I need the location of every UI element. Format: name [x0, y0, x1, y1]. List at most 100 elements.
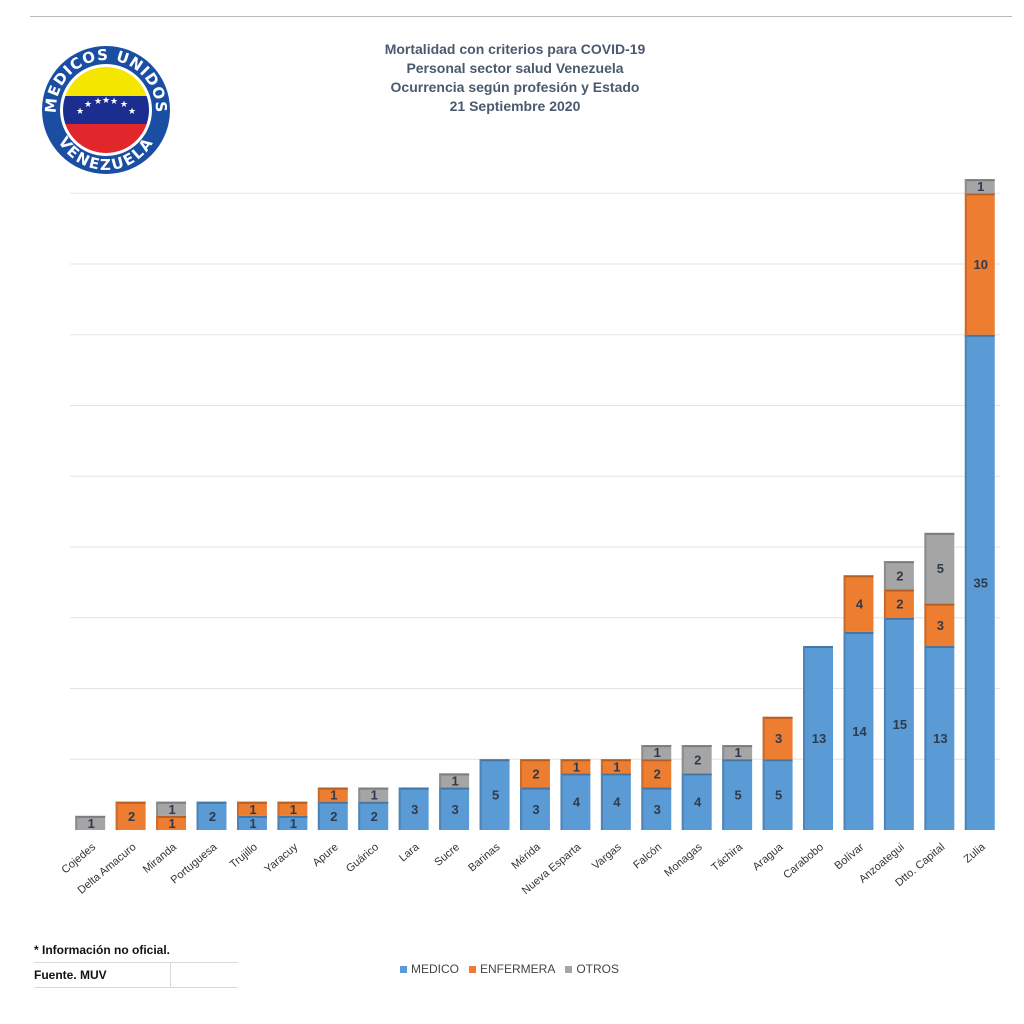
bar-edge	[924, 532, 955, 535]
legend-swatch	[400, 965, 407, 973]
data-label: 4	[856, 597, 864, 612]
data-label: 5	[735, 788, 742, 803]
bar-edge	[883, 589, 914, 592]
bar-medico	[924, 646, 955, 830]
bar-edge	[964, 179, 995, 182]
data-label: 1	[290, 802, 297, 817]
bar-side	[803, 646, 806, 830]
bar-edge	[803, 646, 834, 649]
bar-side	[722, 745, 725, 760]
bar-medico	[641, 787, 672, 830]
chart-title: Mortalidad con criterios para COVID-19 P…	[300, 40, 730, 116]
x-tick-label: Guárico	[344, 841, 381, 875]
bar-medico	[964, 334, 995, 830]
bar-side	[439, 787, 442, 830]
data-label: 4	[694, 795, 702, 810]
bar-side	[277, 801, 280, 816]
bar-enfermera	[762, 716, 793, 760]
bar-edge	[439, 787, 470, 790]
bar-enfermera	[115, 801, 146, 830]
bar-side	[520, 787, 523, 830]
bar-side	[358, 787, 361, 802]
x-tick-label: Apure	[311, 841, 341, 869]
data-label: 3	[937, 618, 944, 633]
svg-text:★: ★	[76, 107, 84, 117]
bar-edge	[398, 787, 429, 790]
x-tick-label: Mérida	[509, 841, 543, 872]
bar-side	[762, 716, 765, 760]
data-label: 35	[974, 575, 988, 590]
svg-text:★: ★	[94, 97, 102, 107]
bar-side	[236, 815, 239, 830]
legend-item: ENFERMERA	[469, 962, 555, 976]
x-tick-label: Barinas	[466, 841, 503, 874]
svg-text:★: ★	[102, 96, 110, 106]
bar-side	[883, 589, 886, 618]
bar-side	[600, 759, 603, 774]
bar-medico	[520, 787, 550, 830]
bar-medico	[439, 787, 470, 830]
bar-edge	[722, 745, 753, 748]
data-label: 5	[775, 788, 782, 803]
bar-edge	[439, 773, 470, 776]
bar-enfermera	[156, 815, 187, 830]
data-label: 15	[893, 717, 907, 732]
legend-item: MEDICO	[400, 962, 459, 976]
data-label: 2	[896, 568, 903, 583]
bar-enfermera	[560, 759, 591, 774]
bar-side	[600, 773, 603, 830]
svg-text:★: ★	[120, 100, 128, 110]
data-label: 2	[532, 766, 539, 781]
bar-edge	[115, 801, 146, 804]
data-label: 1	[168, 816, 175, 831]
x-tick-label: Lara	[397, 841, 422, 865]
x-tick-label: Aragua	[751, 841, 787, 874]
bar-edge	[722, 759, 753, 762]
data-label: 3	[411, 802, 418, 817]
bar-edge	[277, 815, 308, 818]
note-unofficial: * Información no oficial.	[34, 938, 238, 963]
bar-edge	[196, 801, 227, 804]
bar-otros	[641, 745, 672, 760]
bar-enfermera	[641, 759, 672, 788]
x-tick-label: Carabobo	[781, 841, 826, 881]
data-label: 1	[613, 759, 620, 774]
data-label: 3	[775, 731, 782, 746]
bar-side	[964, 193, 967, 335]
legend-swatch	[469, 965, 476, 973]
bar-medico	[317, 801, 348, 830]
bar-edge	[641, 745, 672, 748]
bar-enfermera	[883, 589, 914, 618]
bar-edge	[520, 759, 550, 762]
bar-edge	[883, 617, 914, 620]
bar-side	[843, 575, 846, 632]
title-line-1: Mortalidad con criterios para COVID-19	[384, 41, 646, 57]
bar-enfermera	[520, 759, 550, 788]
bar-medico	[803, 646, 834, 830]
bar-medico	[398, 787, 429, 830]
bar-edge	[843, 575, 874, 578]
bar-edge	[560, 759, 591, 762]
x-tick-label: Táchira	[709, 841, 745, 874]
top-divider	[30, 16, 1012, 17]
bar-side	[843, 631, 846, 830]
data-label: 2	[330, 809, 337, 824]
bar-otros	[883, 561, 914, 590]
bar-edge	[843, 631, 874, 634]
bar-edge	[236, 801, 267, 804]
bar-side	[156, 801, 159, 816]
bar-edge	[964, 193, 995, 196]
bar-enfermera	[964, 193, 995, 335]
legend-label: ENFERMERA	[480, 962, 556, 976]
data-label: 3	[452, 802, 459, 817]
bar-side	[115, 801, 118, 830]
data-label: 14	[852, 724, 867, 739]
bar-edge	[358, 801, 389, 804]
data-label: 1	[452, 773, 459, 788]
bar-side	[520, 759, 523, 788]
bar-enfermera	[600, 759, 631, 774]
bar-otros	[358, 787, 389, 802]
bar-side	[883, 561, 886, 590]
data-label: 5	[937, 561, 944, 576]
